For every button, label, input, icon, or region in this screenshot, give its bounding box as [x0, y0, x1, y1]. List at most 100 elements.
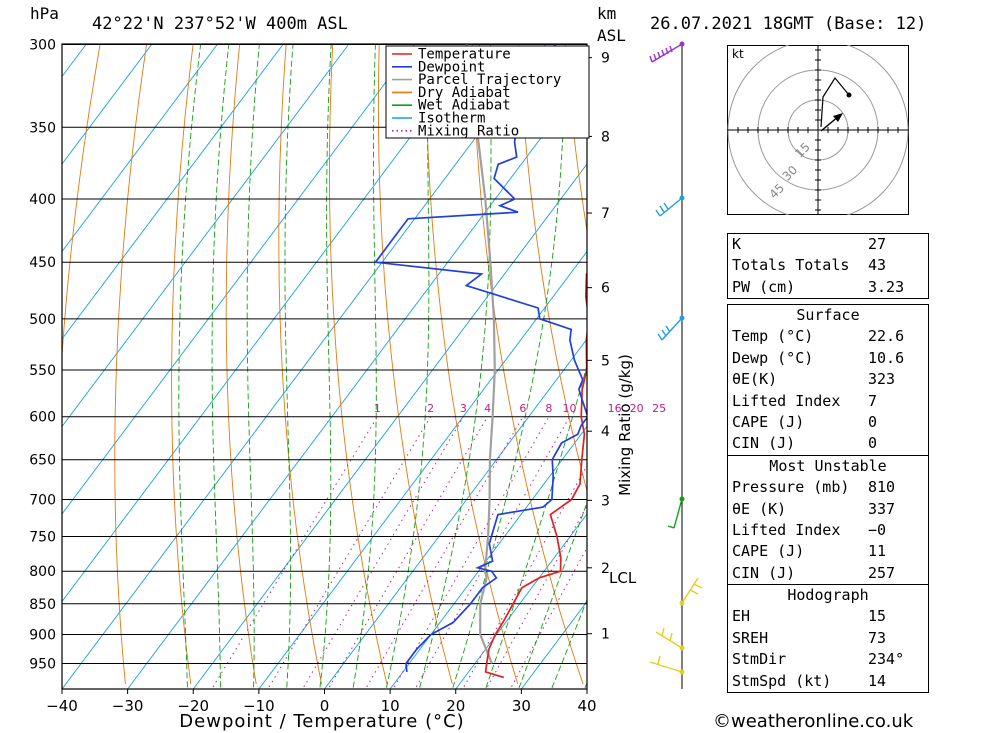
mu-pressure-row: Pressure (mb) 810 [732, 478, 896, 497]
legend-box [385, 45, 590, 139]
pressure-tick-label: 400 [29, 192, 56, 208]
k-row: K 27 [732, 235, 887, 253]
pressure-tick-label: 550 [29, 363, 56, 379]
wet-adiabat-line [246, 44, 260, 689]
dry-adiabat-line [937, 44, 1000, 684]
mu-li-row: Lifted Index −0 [732, 520, 887, 539]
legend-label: Temperature [418, 47, 511, 63]
wet-adiabat-line [284, 44, 294, 689]
stmspd-row: StmSpd (kt) 14 [732, 671, 887, 690]
dry-adiabat-line [518, 44, 587, 493]
mixing-ratio-label: 2 [427, 402, 434, 415]
wind-level-dot [679, 41, 685, 47]
wet-adiabat-lines [178, 44, 587, 689]
wet-adiabat-line [418, 44, 492, 689]
mixing-ratio-axis-label: Mixing Ratio (g/kg) [616, 354, 634, 496]
km-tick-label: 3 [601, 493, 610, 509]
wind-level-dot [679, 315, 685, 321]
wind-profile [649, 41, 703, 689]
pressure-tick-label: 650 [29, 453, 56, 469]
wind-level-dot [679, 600, 685, 606]
pw-row: PW (cm) 3.23 [732, 277, 905, 296]
x-tick-label: −20 [177, 697, 209, 715]
x-axis-label: Dewpoint / Temperature (°C) [179, 711, 464, 732]
km-tick-label: 2 [601, 561, 610, 577]
x-tick-label: 30 [512, 697, 531, 715]
km-axis-ticks: 1 2 3 4 5 6 7 8 9 [587, 51, 610, 643]
wet-adiabat-line [551, 598, 587, 689]
sounding-series [373, 44, 587, 679]
location-title: 42°22'N 237°52'W 400m ASL [92, 14, 348, 34]
x-tick-label: 0 [320, 697, 330, 715]
mixing-ratio-label: 3 [460, 402, 467, 415]
mixing-ratio-line [302, 416, 464, 689]
km-tick-label: 5 [601, 353, 610, 369]
km-tick-label: 9 [601, 51, 610, 67]
km-label: km [597, 4, 617, 23]
legend-label: Mixing Ratio [418, 123, 519, 139]
wet-adiabat-line [319, 44, 332, 689]
mixing-ratio-line [509, 546, 587, 689]
wet-adiabat-line [485, 363, 587, 689]
pressure-tick-label: 800 [29, 564, 56, 580]
mu-cape-row: CAPE (J) 11 [732, 542, 887, 561]
pressure-tick-label: 300 [29, 38, 56, 54]
wind-barb [689, 589, 699, 595]
x-tick-label: −10 [243, 697, 275, 715]
x-axis-ticks: −40 −30 −20 −10 0 10 20 30 40 [46, 689, 597, 715]
plot-frame [61, 43, 588, 690]
dry-adiabat-line [564, 44, 587, 234]
wind-barb [661, 49, 665, 57]
isotherm-line [455, 513, 587, 689]
wet-adiabat-line [452, 44, 566, 689]
tt-row: Totals Totals 43 [732, 256, 887, 275]
mu-cin-row: CIN (J) 257 [732, 563, 896, 582]
pressure-tick-label: 450 [29, 255, 56, 271]
isotherm-line [62, 44, 547, 689]
isotherm-line [0, 44, 21, 689]
km-tick-label: 6 [601, 281, 610, 297]
mixing-ratio-lines [211, 416, 587, 689]
indices-table: K 27 Totals Totals 43 PW (cm) 3.23 [727, 233, 929, 300]
dry-adiabat-lines [62, 44, 1000, 685]
pressure-tick-label: 700 [29, 493, 56, 509]
credit-link[interactable]: ©weatheronline.co.uk [713, 711, 914, 732]
wind-barb [669, 45, 673, 53]
surface-title: Surface [796, 306, 860, 324]
dry-adiabat-line [171, 44, 194, 685]
eh-row: EH 15 [732, 607, 887, 626]
isotherm-lines [0, 44, 587, 689]
isotherm-line [127, 75, 587, 689]
wet-adiabat-line [352, 44, 377, 689]
wind-barb [661, 627, 665, 637]
wind-level-dot [679, 195, 685, 201]
wet-adiabat-line [385, 44, 430, 689]
mixing-ratio-line [485, 504, 587, 689]
wet-adiabat-line [178, 44, 202, 689]
wind-barb [669, 632, 673, 642]
surface-table: Surface Temp (°C) 22.6 Dewp (°C) 10.6 θE(K… [727, 304, 929, 694]
wind-barb [661, 317, 683, 341]
isotherm-line [62, 44, 415, 515]
pressure-tick-label: 350 [29, 120, 56, 136]
wind-level-dot [679, 496, 685, 502]
isotherm-line [62, 44, 153, 165]
mixing-ratio-line [462, 464, 587, 689]
km-tick-label: 1 [601, 627, 610, 643]
stmdir-row: StmDir 234° [732, 650, 905, 669]
mixing-ratio-label: 16 [608, 402, 622, 415]
hpa-label: hPa [30, 4, 59, 23]
legend-label: Dewpoint [418, 59, 485, 75]
wind-barb [667, 525, 675, 529]
pressure-tick-label: 600 [29, 410, 56, 426]
wind-level-dot [679, 645, 685, 651]
wind-barb [693, 583, 703, 589]
surface-theta-row: θE(K) 323 [732, 370, 896, 389]
wind-barb [649, 661, 683, 673]
mixing-ratio-label: 10 [563, 402, 577, 415]
temperature-line [484, 271, 587, 679]
mixing-ratio-line [211, 416, 378, 689]
legend-label: Isotherm [418, 111, 485, 127]
